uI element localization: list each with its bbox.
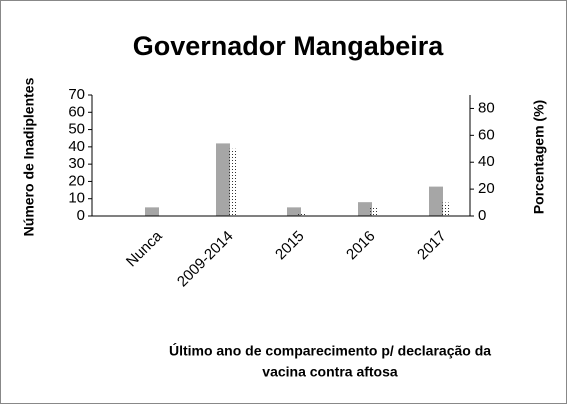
y2-tick-label: 20 bbox=[478, 180, 495, 197]
bar bbox=[358, 202, 372, 216]
y2-tick-label: 0 bbox=[478, 207, 486, 224]
y-tick-label: 30 bbox=[68, 155, 85, 172]
y2-axis-label: Porcentagem (%) bbox=[531, 100, 547, 214]
y-tick-label: 40 bbox=[68, 138, 85, 155]
y-tick-label: 50 bbox=[68, 121, 85, 138]
dotted-bar bbox=[440, 202, 449, 216]
y-tick-label: 0 bbox=[77, 207, 85, 224]
dotted-bar bbox=[227, 148, 236, 216]
y2-tick-label: 80 bbox=[478, 99, 495, 116]
y-tick-label: 10 bbox=[68, 190, 85, 207]
chart-title: Governador Mangabeira bbox=[133, 31, 445, 61]
bar bbox=[287, 207, 301, 216]
x-axis-label: Último ano de comparecimento p/ declaraç… bbox=[169, 342, 491, 359]
y-axis-label: Número de Inadiplentes bbox=[21, 77, 37, 236]
dotted-bar bbox=[298, 211, 307, 216]
y2-tick-label: 40 bbox=[478, 153, 495, 170]
y-tick-label: 60 bbox=[68, 103, 85, 120]
bar bbox=[429, 186, 443, 216]
x-axis-label: vacina contra aftosa bbox=[262, 364, 398, 380]
y-tick-label: 70 bbox=[68, 86, 85, 103]
y-tick-label: 20 bbox=[68, 172, 85, 189]
bar bbox=[216, 143, 230, 216]
y2-tick-label: 60 bbox=[478, 126, 495, 143]
bar bbox=[145, 207, 159, 216]
dotted-bar bbox=[369, 207, 378, 216]
